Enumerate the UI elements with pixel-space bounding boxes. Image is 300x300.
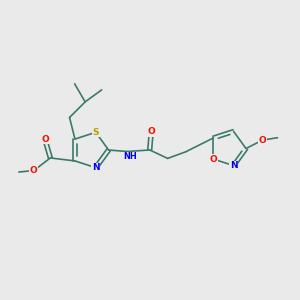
Text: S: S <box>92 128 99 137</box>
Text: N: N <box>92 163 100 172</box>
Text: O: O <box>41 135 49 144</box>
Text: O: O <box>30 166 38 175</box>
Text: NH: NH <box>123 152 137 161</box>
Text: O: O <box>210 154 217 164</box>
Text: O: O <box>147 128 155 136</box>
Text: O: O <box>259 136 266 145</box>
Text: N: N <box>230 161 237 170</box>
